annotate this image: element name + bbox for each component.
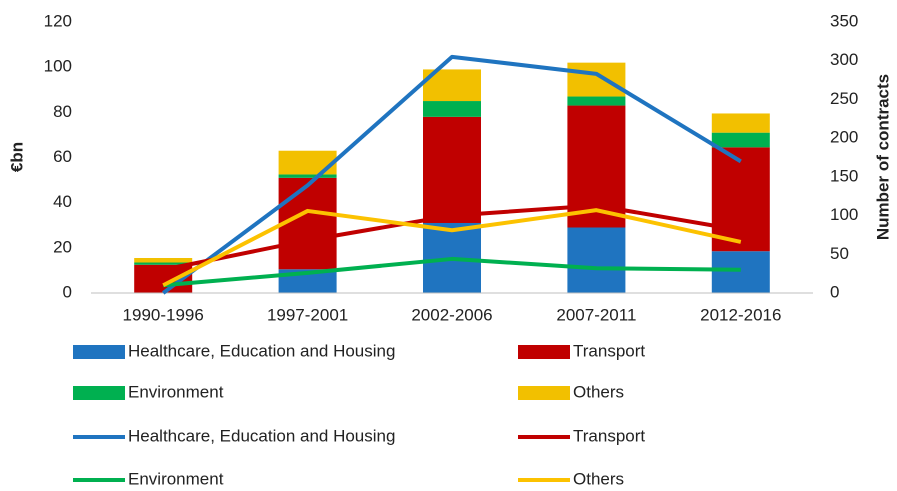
legend-swatch [518,345,570,359]
y-axis-label: €bn [7,142,26,172]
bar-segment [423,116,481,223]
bar-segment [423,101,481,117]
x-tick-label: 2002-2006 [411,305,492,324]
x-tick-label: 1997-2001 [267,305,348,324]
bar-segment [134,262,193,265]
legend-label: Transport [573,341,645,360]
y-tick-label: 0 [63,282,72,301]
bar-segment [134,257,193,263]
y2-tick-label: 100 [830,205,858,224]
legend-swatch [518,386,570,400]
y-tick-label: 80 [53,102,72,121]
y-tick-label: 40 [53,192,72,211]
legend-label: Others [573,382,624,401]
line [163,256,741,288]
legend-label: Healthcare, Education and Housing [128,426,395,445]
y-tick-label: 100 [44,57,72,76]
bar-segment [278,150,337,175]
y-tick-label: 20 [53,237,72,256]
bar-segment [567,227,626,293]
x-tick-label: 2007-2011 [556,305,636,324]
bar-segment [567,62,626,97]
legend-label: Environment [128,382,224,401]
legend-label: Transport [573,426,645,445]
y2-tick-label: 300 [830,50,858,69]
legend-label: Others [573,469,624,488]
y2-tick-label: 150 [830,166,858,185]
y2-tick-label: 0 [830,282,839,301]
y2-axis-label: Number of contracts [873,74,892,240]
y2-tick-label: 200 [830,128,858,147]
legend-label: Environment [128,469,224,488]
legend-label: Healthcare, Education and Housing [128,341,395,360]
bar-segment [711,132,770,148]
legend-swatch [73,386,125,400]
line [162,208,742,288]
bar-segment [711,147,770,252]
bar-segment [711,251,770,293]
y2-tick-label: 350 [830,11,858,30]
bar-segment [278,174,337,178]
bar-segment [567,96,626,106]
y-tick-label: 120 [44,11,72,30]
y2-tick-label: 250 [830,89,858,108]
x-tick-label: 1990-1996 [123,305,204,324]
x-tick-label: 2012-2016 [700,305,781,324]
legend-swatch [73,345,125,359]
y-tick-label: 60 [53,147,72,166]
line [162,54,742,295]
line [162,203,742,272]
y2-tick-label: 50 [830,244,849,263]
bar-segment [278,177,337,270]
bar-segment [711,113,770,133]
